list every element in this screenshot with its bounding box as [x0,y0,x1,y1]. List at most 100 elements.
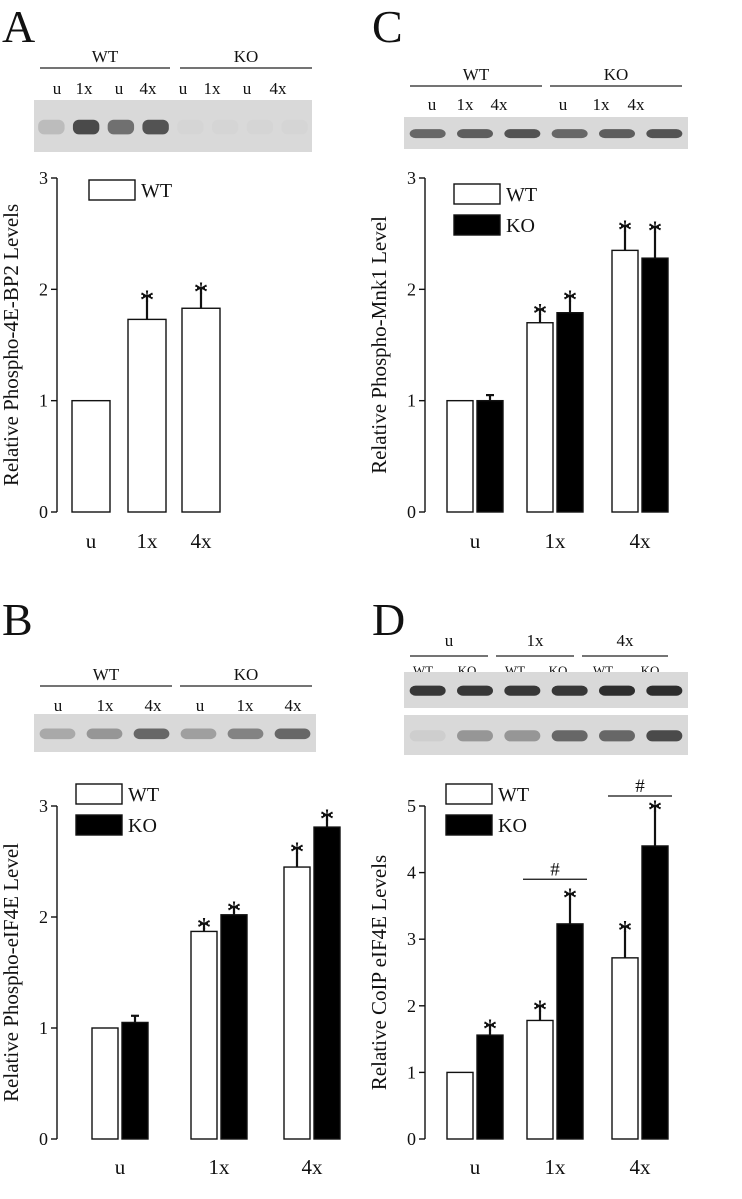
bar-ko [476,1034,504,1140]
bar-ko [641,257,669,513]
y-tick-label: 0 [407,1129,416,1149]
blot-band [457,129,493,139]
y-tick-label: 0 [39,502,48,522]
y-tick-label: 0 [407,502,416,522]
y-axis-title: Relative Phospho-4E-BP2 Levels [0,204,23,486]
x-category-label: 1x [545,1155,567,1179]
x-category-label: u [470,1155,481,1179]
blot-band [599,129,635,139]
y-tick-label: 1 [39,391,48,411]
bar-ko [556,312,584,513]
blot-group-label: WT [92,47,119,66]
x-category-label: 4x [191,529,213,553]
blot-band [274,728,311,740]
panel-a: A WT KO u 1x u 4x u 1x u 4x 0 1 2 3 Relative Phospho-4E… [0,1,312,553]
legend-label: KO [128,815,157,837]
blot-band [227,728,264,740]
y-tick-label: 3 [39,796,48,816]
y-tick-label: 4 [407,863,416,883]
panel-label: C [372,1,403,52]
blot-strip [404,672,688,708]
blot-lane-label: 4x [491,95,509,114]
blot-lane-label: 1x [204,79,222,98]
blot-lane-label: 4x [270,79,288,98]
blot-band [107,119,135,135]
blot-lane-label: u [243,79,252,98]
legend-swatch-ko [453,214,501,236]
comparison-mark: # [550,859,560,880]
panel-label: D [372,594,405,645]
x-category-label: 4x [630,529,652,553]
legend-swatch-wt [75,783,123,805]
legend-label: KO [498,815,527,837]
blot-band [281,120,307,135]
significance-star: * [483,1013,498,1046]
blot-strip [34,714,316,752]
legend-swatch-wt [453,183,501,205]
bar-wt [446,399,474,513]
bar-ko [220,914,248,1140]
western-blot: WT KO u 1x u 4x u 1x u 4x [34,47,312,152]
legend-swatch-ko [75,814,123,836]
blot-lane-label: u [559,95,568,114]
bar-ko [641,845,669,1140]
western-blot: WT KO u 1x 4x u 1x 4x [404,65,688,149]
blot-group-label: KO [234,47,259,66]
blot-band [409,685,446,696]
significance-star: * [618,915,633,948]
legend-swatch-ko [445,814,493,836]
legend-swatch-wt [88,179,136,201]
bar-ko [313,826,341,1140]
bar-wt [127,318,167,513]
x-category-label: 1x [209,1155,231,1179]
y-tick-label: 0 [39,1129,48,1149]
y-axis-title: Relative Phospho-eIF4E Level [0,843,23,1102]
blot-lane-label: 1x [593,95,611,114]
x-category-label: u [470,529,481,553]
significance-star: * [648,794,663,827]
bar-wt [91,1027,119,1140]
blot-group-label: KO [604,65,629,84]
blot-group-label: WT [463,65,490,84]
legend-label: WT [506,184,537,206]
blot-band [409,129,446,139]
significance-star: * [194,276,209,309]
blot-band [551,730,588,742]
significance-star: * [140,284,155,317]
blot-band [180,728,217,740]
y-tick-label: 2 [407,996,416,1016]
blot-band [646,685,683,696]
blot-lane-label: u [196,696,205,715]
blot-lane-label: 1x [97,696,115,715]
blot-band [504,129,541,139]
y-tick-label: 2 [407,279,416,299]
bar-wt [71,399,111,513]
blot-lane-label: 4x [140,79,158,98]
x-category-label: u [86,529,97,553]
x-category-label: 1x [137,529,159,553]
bar-wt [611,249,639,513]
significance-star: * [290,836,305,869]
significance-star: * [533,994,548,1027]
blot-band [599,685,635,696]
blot-lane-label: u [428,95,437,114]
significance-star: * [648,215,663,248]
y-tick-label: 3 [39,168,48,188]
y-axis-title: Relative Phospho-Mnk1 Level [367,216,391,474]
y-tick-label: 5 [407,796,416,816]
y-tick-label: 3 [407,929,416,949]
blot-lane-label: u [179,79,188,98]
blot-band [551,129,588,139]
significance-star: * [227,895,242,928]
y-tick-label: 2 [39,279,48,299]
blot-lane-label: 1x [457,95,475,114]
panel-label: A [2,1,35,52]
blot-group-label: WT [93,665,120,684]
blot-band [86,728,123,740]
legend-label: KO [506,215,535,237]
blot-band [247,120,273,135]
bar-ko [476,399,504,513]
